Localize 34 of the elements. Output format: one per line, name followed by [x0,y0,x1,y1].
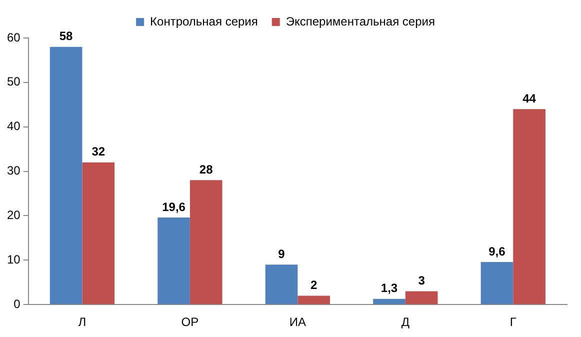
data-label: 9 [278,246,286,261]
bar [265,264,298,304]
bar [480,262,514,304]
x-tick-label: Д [401,315,410,330]
y-tick-label: 50 [6,74,21,89]
data-label: 44 [522,91,536,106]
y-tick-label: 30 [6,164,21,178]
y-tick-label: 60 [6,30,21,44]
bar [50,46,82,304]
x-tick-label: ИА [289,315,306,330]
data-label: 58 [59,29,74,44]
bar [373,298,406,304]
bar [158,218,190,304]
bar [82,162,115,304]
data-label: 32 [92,144,106,159]
data-label: 2 [310,278,318,292]
x-tick-label: ОР [181,315,199,330]
data-label: 3 [418,274,426,288]
y-tick-label: 40 [6,119,21,134]
bar [190,180,222,304]
bar [405,291,438,304]
y-tick-label: 0 [14,296,21,311]
data-label: 28 [199,162,214,176]
bar [298,296,330,304]
legend-label: Контрольная серия [150,14,258,28]
x-tick-label: Л [78,315,86,330]
data-label: 1,3 [380,281,398,296]
bar [513,109,546,304]
y-tick-label: 10 [6,252,21,266]
data-label: 9,6 [488,244,506,258]
y-tick-label: 20 [6,208,21,222]
legend-label: Экспериментальная серия [286,14,435,28]
data-label: 19,6 [162,200,186,214]
x-tick-label: Г [510,315,517,330]
